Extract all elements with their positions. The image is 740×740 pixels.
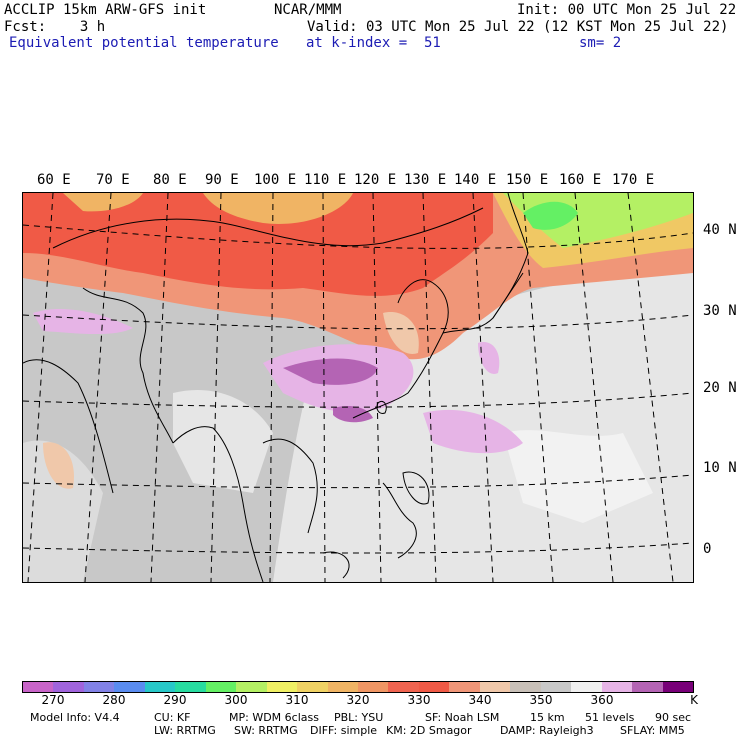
run-title: ACCLIP 15km ARW-GFS init [4,2,207,18]
lon-label-70: 70 E [96,172,130,188]
map-panel [22,192,694,583]
colorbar-unit: K [690,693,698,707]
footer-km: KM: 2D Smagor [386,724,472,737]
colorbar-tick-340: 340 [468,693,492,707]
smoothing-value: sm= 2 [579,35,622,51]
footer-lw: LW: RRTMG [154,724,216,737]
colorbar-swatch-6 [205,682,237,692]
footer-mp: MP: WDM 6class [229,711,319,724]
colorbar-swatch-9 [297,682,328,692]
colorbar-swatch-20 [632,682,663,692]
field-light-ocean-3 [23,440,103,582]
footer-pbl: PBL: YSU [334,711,384,724]
colorbar-swatch-5 [175,682,206,692]
colorbar-swatch-1 [53,682,84,692]
footer-sw: SW: RRTMG [234,724,298,737]
colorbar-swatch-4 [144,682,176,692]
colorbar-swatch-16 [510,682,541,692]
colorbar-tick-290: 290 [163,693,187,707]
footer-model-info: Model Info: V4.4 [30,711,120,724]
footer-timestep: 90 sec [655,711,692,724]
colorbar-swatch-21 [662,682,693,692]
colorbar-swatch-19 [601,682,633,692]
colorbar-swatch-0 [23,682,54,692]
colorbar-swatch-8 [266,682,298,692]
field-purple-ocean [423,409,523,454]
lat-label-20: 20 N [703,380,737,396]
colorbar-swatch-17 [540,682,572,692]
colorbar-swatch-7 [236,682,267,692]
lon-label-80: 80 E [153,172,187,188]
footer-damp: DAMP: Rayleigh3 [500,724,594,737]
lon-label-90: 90 E [205,172,239,188]
level-index: at k-index = 51 [306,35,441,51]
colorbar-tick-320: 320 [346,693,370,707]
field-purple-core [283,358,378,385]
field-tan-yellowsea [383,312,419,354]
center-title: NCAR/MMM [274,2,342,18]
footer-levels: 51 levels [585,711,635,724]
forecast-hour: Fcst: 3 h [4,19,106,35]
colorbar-swatch-15 [479,682,511,692]
colorbar-swatch-10 [327,682,358,692]
lon-label-60: 60 E [37,172,71,188]
colorbar-tick-300: 300 [224,693,248,707]
footer-resolution: 15 km [530,711,565,724]
footer-cu: CU: KF [154,711,191,724]
footer-sf: SF: Noah LSM [425,711,500,724]
colorbar [22,681,694,693]
field-purple-west [33,308,133,335]
lon-label-130: 130 E [404,172,447,188]
colorbar-swatch-13 [418,682,450,692]
field-purple-ocean-2 [478,342,500,374]
field-orange-patch [203,193,353,224]
lat-label-40: 40 N [703,222,737,238]
colorbar-swatch-2 [83,682,115,692]
lon-label-140: 140 E [454,172,497,188]
lon-label-110: 110 E [304,172,347,188]
lat-label-0: 0 [703,541,712,557]
valid-time: Valid: 03 UTC Mon 25 Jul 22 (12 KST Mon … [307,19,729,35]
lon-label-170: 170 E [612,172,655,188]
colorbar-tick-310: 310 [285,693,309,707]
field-ne-green [523,201,578,230]
colorbar-swatch-11 [357,682,389,692]
colorbar-swatch-18 [571,682,602,692]
footer-diff: DIFF: simple [310,724,378,737]
field-tan-india [43,442,74,489]
lat-label-30: 30 N [703,303,737,319]
field-hot-band [23,193,493,296]
colorbar-swatch-14 [449,682,480,692]
colorbar-tick-270: 270 [41,693,65,707]
init-time: Init: 00 UTC Mon 25 Jul 22 [517,2,737,18]
colorbar-tick-330: 330 [407,693,431,707]
colorbar-tick-360: 360 [590,693,614,707]
coastlines [23,193,529,582]
lon-label-120: 120 E [354,172,397,188]
colorbar-tick-280: 280 [102,693,126,707]
field-orange-patch-2 [63,193,143,212]
colorbar-tick-350: 350 [529,693,553,707]
colorbar-swatch-12 [388,682,419,692]
lon-label-160: 160 E [559,172,602,188]
graticule [23,193,693,582]
colorbar-swatch-3 [114,682,145,692]
lat-label-10: 10 N [703,460,737,476]
field-name: Equivalent potential temperature [9,35,279,51]
lon-label-100: 100 E [254,172,297,188]
field-purple-core-2 [333,406,373,423]
lon-label-150: 150 E [506,172,549,188]
footer-sflay: SFLAY: MM5 [620,724,685,737]
field-light-ocean-2 [503,430,653,523]
